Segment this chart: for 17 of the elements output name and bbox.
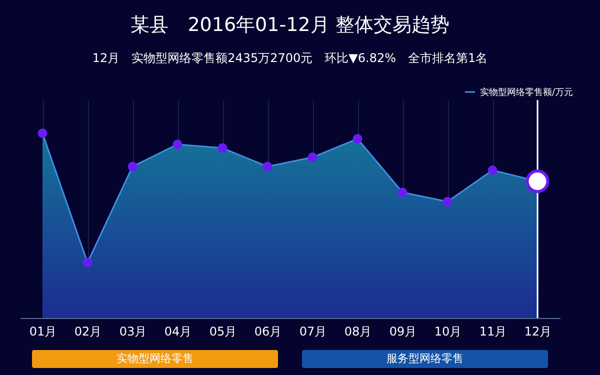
x-tick-label: 05月 xyxy=(209,324,237,338)
text: 服务型网络零售 xyxy=(386,352,464,365)
x-tick-label: 04月 xyxy=(164,324,192,338)
legend-label: 实物型网络零售额/万元 xyxy=(480,87,574,98)
x-tick-label: 08月 xyxy=(344,324,372,338)
x-tick-label: 01月 xyxy=(29,324,57,338)
x-tick-label: 07月 xyxy=(299,324,327,338)
x-tick-label: 12月 xyxy=(524,324,552,338)
chart-subtitle: 12月 实物型网络零售额2435万2700元 环比▼6.82% 全市排名第1名 xyxy=(92,51,488,65)
x-tick-label: 10月 xyxy=(434,324,462,338)
x-tick-label: 11月 xyxy=(479,324,507,338)
chart-title: 某县 2016年01-12月 整体交易趋势 xyxy=(130,14,450,36)
x-tick-label: 09月 xyxy=(389,324,417,338)
text: 实物型网络零售 xyxy=(116,352,194,365)
x-tick-label: 03月 xyxy=(119,324,147,338)
x-tick-label: 02月 xyxy=(74,324,102,338)
x-tick-label: 06月 xyxy=(254,324,282,338)
